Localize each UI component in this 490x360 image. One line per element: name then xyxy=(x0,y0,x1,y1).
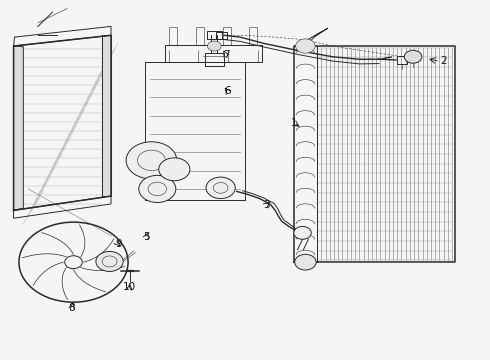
Circle shape xyxy=(295,39,315,53)
Text: 10: 10 xyxy=(123,282,136,292)
Circle shape xyxy=(294,254,316,270)
Polygon shape xyxy=(102,35,111,196)
Text: 7: 7 xyxy=(223,50,230,60)
Text: 1: 1 xyxy=(291,118,297,128)
Circle shape xyxy=(96,251,123,271)
Text: 5: 5 xyxy=(143,232,150,242)
Circle shape xyxy=(294,226,311,239)
Circle shape xyxy=(206,177,235,199)
Circle shape xyxy=(207,41,221,51)
Text: 9: 9 xyxy=(115,239,122,249)
Circle shape xyxy=(126,142,177,179)
Circle shape xyxy=(404,50,422,63)
Text: 3: 3 xyxy=(264,200,270,210)
Text: 8: 8 xyxy=(69,303,75,313)
Circle shape xyxy=(139,175,176,203)
Circle shape xyxy=(159,158,190,181)
Text: 2: 2 xyxy=(441,57,447,66)
Text: 6: 6 xyxy=(224,86,231,96)
Polygon shape xyxy=(14,46,24,210)
